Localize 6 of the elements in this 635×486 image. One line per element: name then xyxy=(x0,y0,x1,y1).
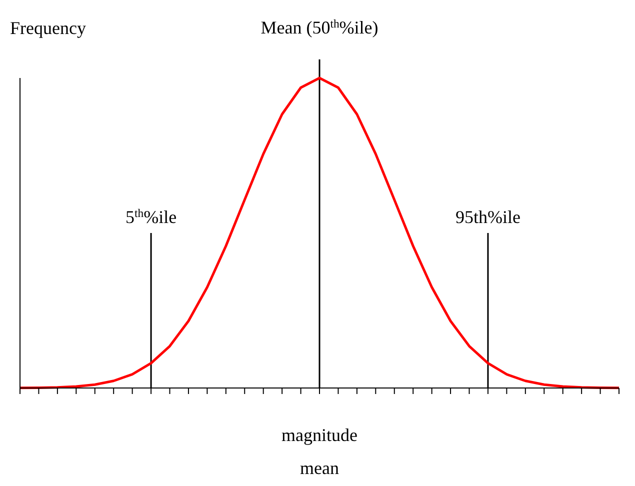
annotation: 5$^{th}$%ile xyxy=(125,206,177,227)
text: mean xyxy=(300,458,339,478)
y-axis-title: Frequency xyxy=(10,18,86,38)
text: Mean (50$^{th}$%ile) xyxy=(260,16,378,38)
x-axis-title: magnitude xyxy=(282,424,358,445)
annotation: 95th%ile xyxy=(455,207,520,227)
